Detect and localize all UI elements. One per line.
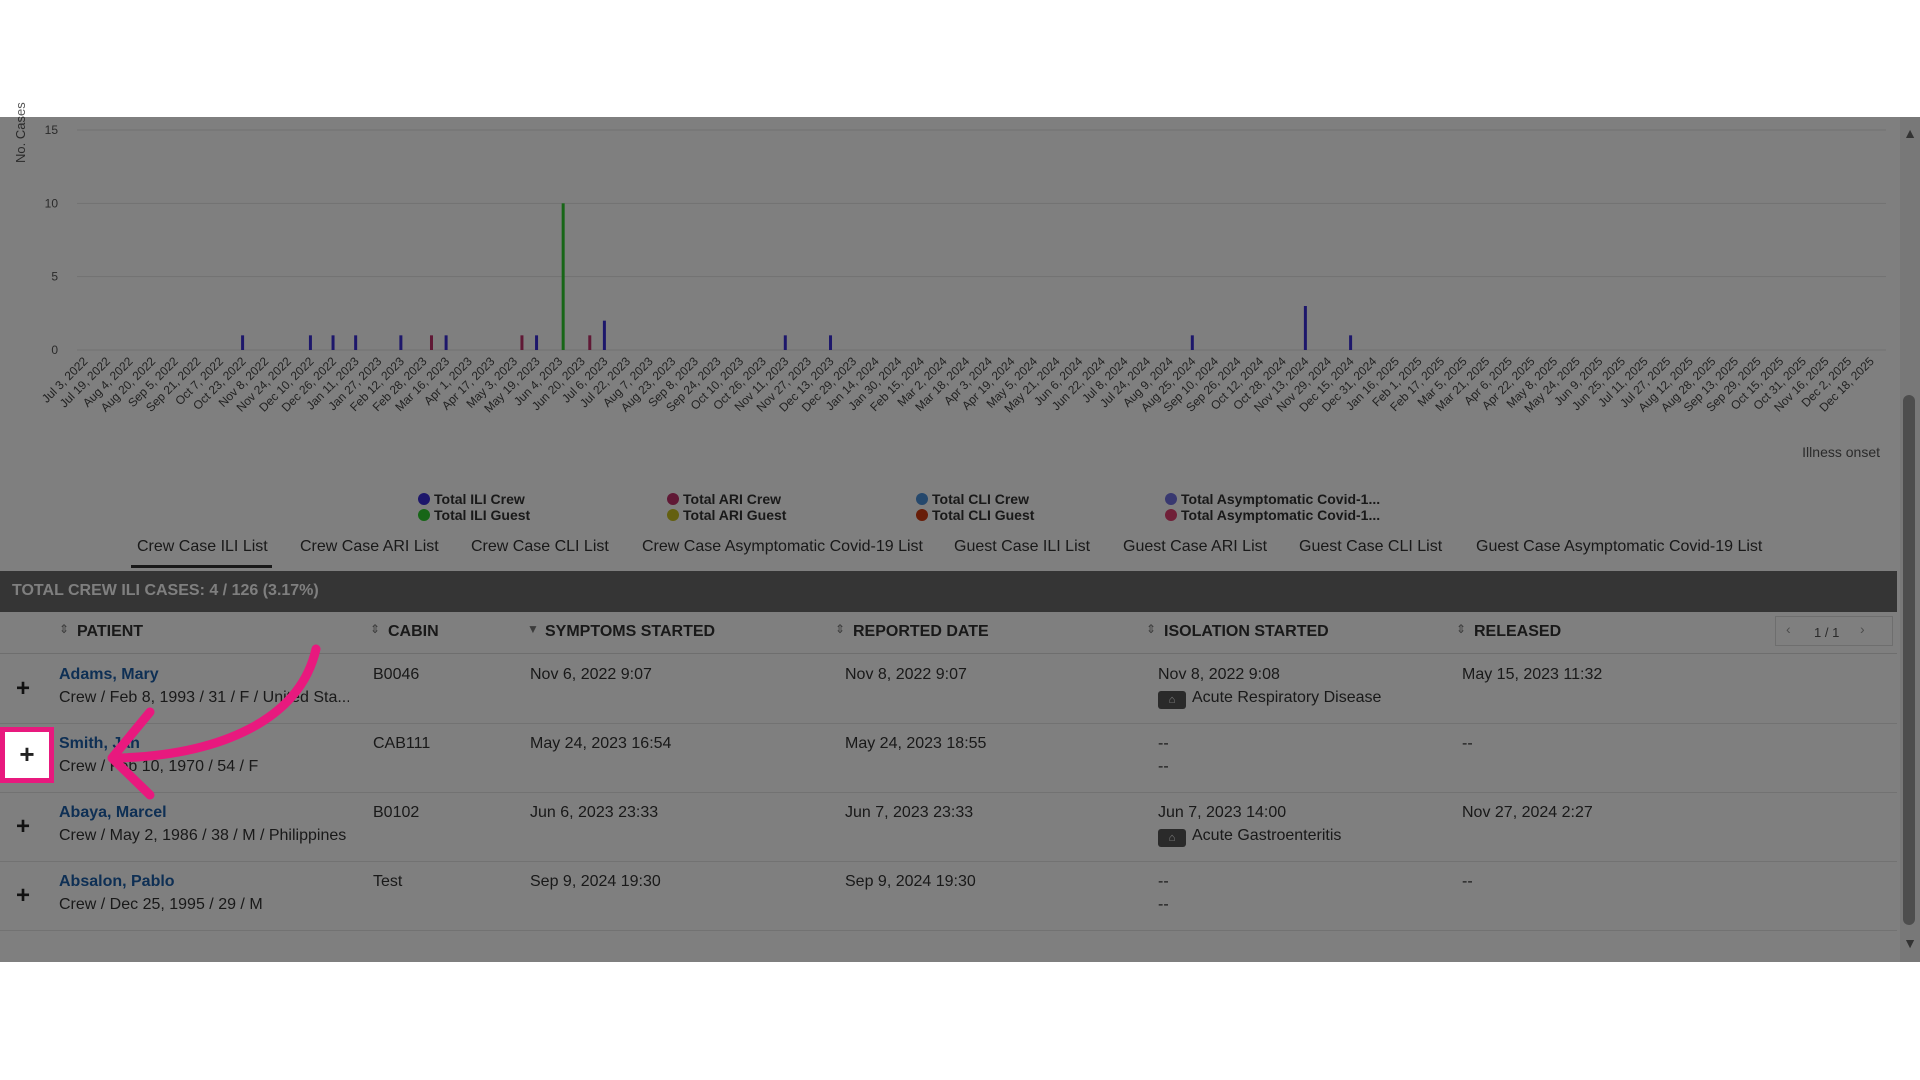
pointer-arrow — [107, 644, 321, 800]
dim-overlay — [0, 117, 1920, 962]
expand-button-highlighted[interactable]: + — [0, 727, 54, 783]
